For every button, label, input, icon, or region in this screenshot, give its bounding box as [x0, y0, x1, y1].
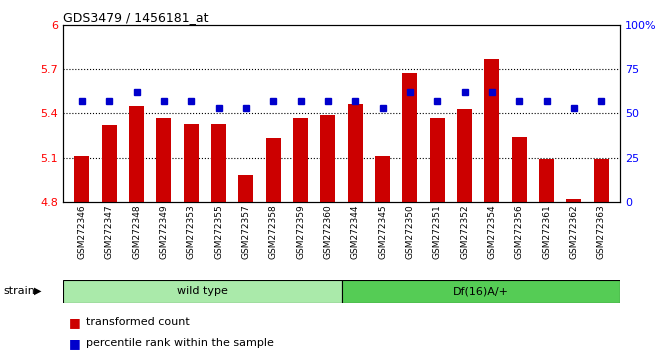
Bar [430, 118, 445, 202]
Bar [348, 104, 363, 202]
Bar [320, 115, 335, 202]
Bar [102, 125, 117, 202]
Bar [403, 73, 417, 202]
Bar [484, 59, 500, 202]
Bar [342, 280, 620, 303]
Bar [457, 109, 472, 202]
Bar [594, 159, 609, 202]
Bar [512, 137, 527, 202]
Bar [63, 280, 342, 303]
Text: percentile rank within the sample: percentile rank within the sample [86, 338, 274, 348]
Bar [129, 106, 144, 202]
Text: ▶: ▶ [34, 286, 42, 296]
Text: GDS3479 / 1456181_at: GDS3479 / 1456181_at [63, 11, 208, 24]
Bar [293, 118, 308, 202]
Bar [75, 156, 89, 202]
Bar [566, 199, 581, 202]
Bar [183, 124, 199, 202]
Bar [156, 118, 172, 202]
Text: transformed count: transformed count [86, 317, 189, 327]
Bar [266, 138, 280, 202]
Text: wild type: wild type [177, 286, 228, 296]
Bar [375, 156, 390, 202]
Bar [539, 159, 554, 202]
Bar [238, 175, 253, 202]
Text: ■: ■ [69, 337, 81, 350]
Bar [211, 124, 226, 202]
Text: Df(16)A/+: Df(16)A/+ [453, 286, 509, 296]
Text: strain: strain [3, 286, 35, 296]
Text: ■: ■ [69, 316, 81, 329]
